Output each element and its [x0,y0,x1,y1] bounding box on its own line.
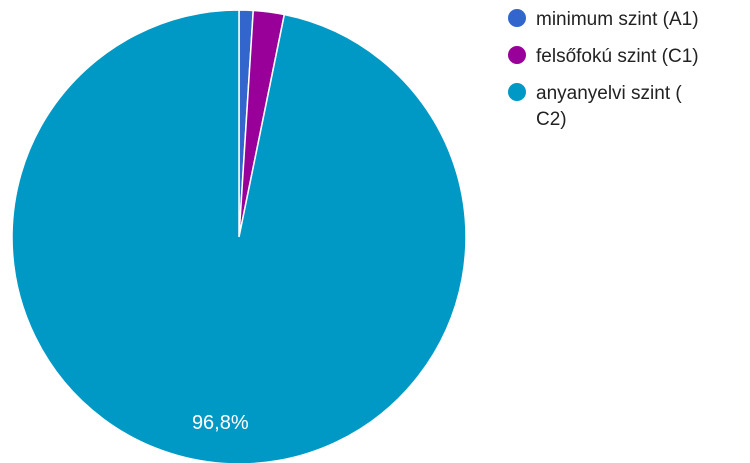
pie-slice-3 [11,9,467,463]
legend-label-3: C2) [536,109,567,130]
slice-value-label: 96,8% [192,412,249,434]
legend-label-2: felsőfokú szint (C1) [536,46,699,67]
legend-label-3: anyanyelvi szint ( [536,83,682,104]
legend-swatch-1 [508,9,526,27]
legend-swatch-2 [508,46,526,64]
legend-swatch-3 [508,83,526,101]
legend-label-1: minimum szint (A1) [536,9,699,30]
pie-slices [11,9,467,463]
slice-labels: 96,8% [192,412,249,434]
legend: minimum szint (A1) felsőfokú szint (C1) an… [508,9,699,130]
